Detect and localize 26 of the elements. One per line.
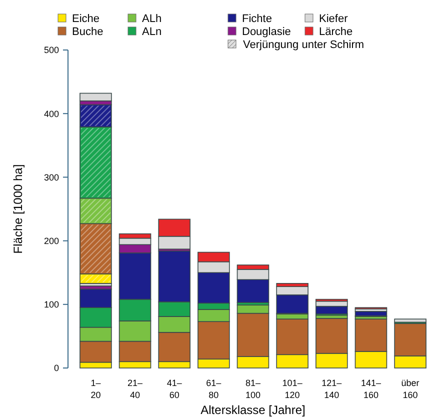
x-tick-label: 41–60: [166, 378, 182, 400]
legend-label: Fichte: [242, 13, 272, 25]
legend-label: Eiche: [72, 13, 100, 25]
y-tick-label: 0: [54, 363, 59, 374]
y-tick-label: 100: [44, 300, 59, 310]
x-tick-label: 101–120: [282, 378, 302, 400]
x-tick-label: 121–140: [322, 378, 342, 400]
y-tick-label: 400: [44, 108, 59, 119]
y-tick-label: 200: [44, 236, 59, 246]
x-tick-label: 141–160: [360, 378, 381, 400]
x-tick-label: 21–40: [128, 378, 143, 400]
x-axis-title: Altersklasse [Jahre]: [200, 403, 306, 417]
y-tick-label: 500: [44, 45, 59, 56]
x-tick-label: 1–20: [90, 378, 101, 400]
legend-label: Douglasie: [242, 26, 291, 38]
x-tick-label: über 160: [401, 378, 420, 400]
y-tick-label: 300: [44, 172, 59, 182]
legend-label: ALh: [142, 13, 162, 25]
legend-label: Lärche: [319, 26, 353, 38]
legend-label: Buche: [72, 26, 104, 38]
legend-label: ALn: [142, 26, 162, 38]
x-tick-label: 61–80: [206, 378, 222, 400]
y-axis-title: Fläche [1000 ha]: [11, 164, 25, 254]
annotation: Verjüngung unter Schirm: [243, 39, 364, 51]
legend-label: Kiefer: [319, 13, 348, 25]
x-tick-label: 81–100: [245, 378, 261, 400]
